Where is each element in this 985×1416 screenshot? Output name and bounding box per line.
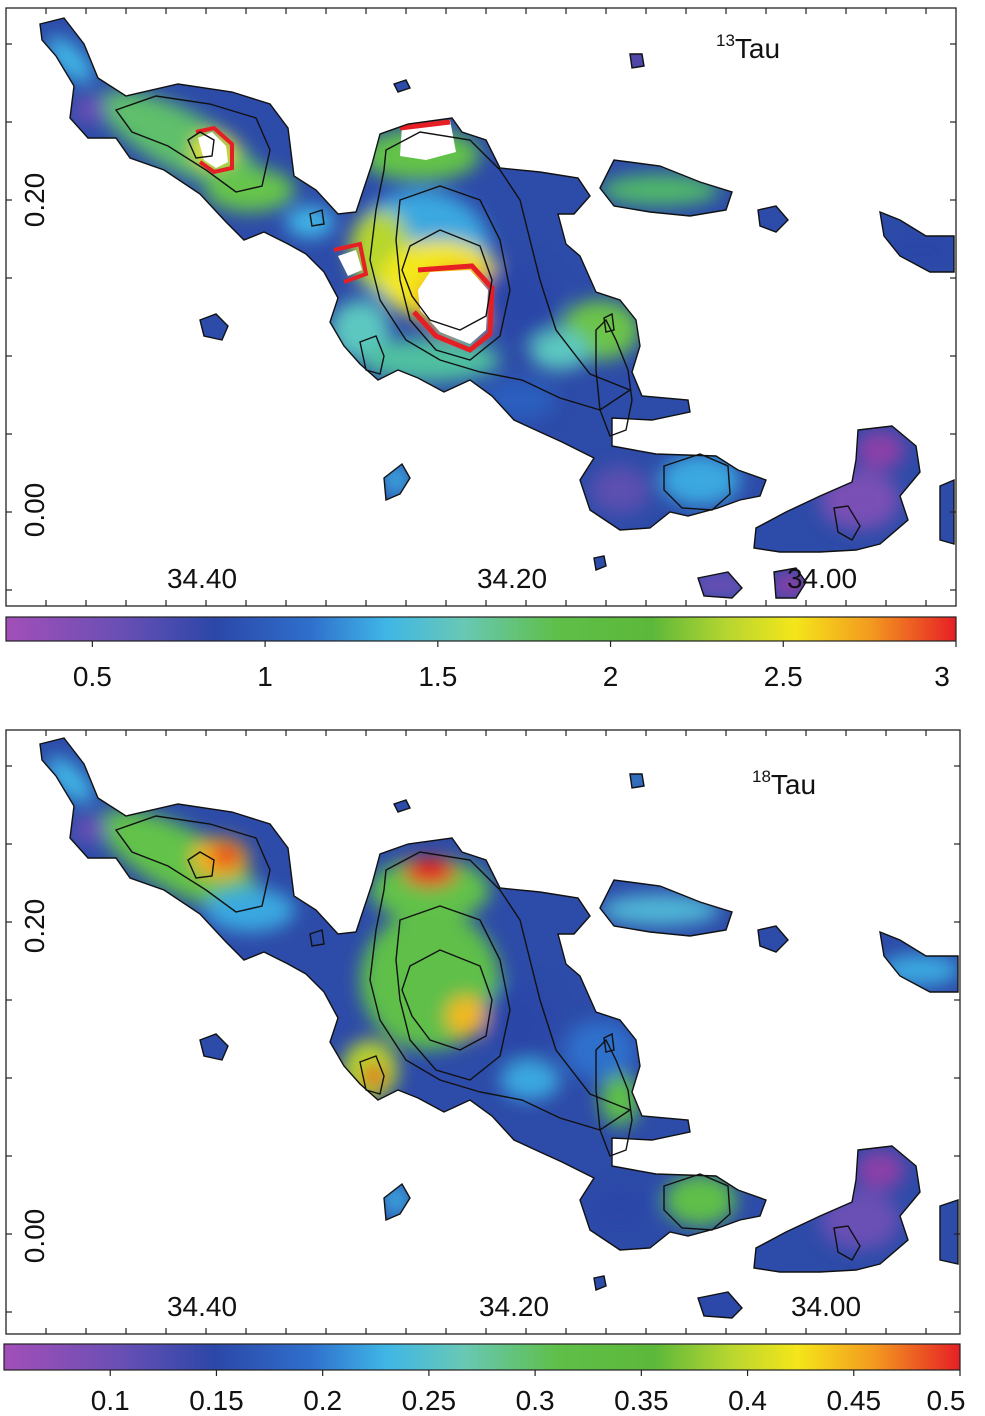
colorbar-tick-label: 0.5	[73, 661, 112, 692]
contours-18tau	[39, 737, 959, 1319]
x-tick-label: 34.20	[479, 1291, 549, 1322]
colorbar-tick-label: 1.5	[418, 661, 457, 692]
plot-frame-18tau	[5, 729, 961, 1335]
heatmap-13tau	[39, 17, 955, 599]
colorbar-tick-label: 0.1	[91, 1385, 130, 1416]
x-tick-label: 34.00	[791, 1291, 861, 1322]
plot-frame-13tau	[5, 7, 957, 607]
colorbar-tick-label: 0.25	[402, 1385, 457, 1416]
chart-13tau: 13Tau 34.40 34.20 34.00 0.20 0.00 0.5 1 1.…	[5, 7, 957, 692]
x-tick-label: 34.00	[787, 563, 857, 594]
colorbar-tick-label: 0.2	[303, 1385, 342, 1416]
y-tick-label: 0.00	[19, 483, 50, 538]
y-tick-label: 0.20	[19, 899, 50, 954]
panel-label-13tau: 13Tau	[716, 31, 780, 64]
axis-ticks-13tau	[6, 8, 956, 606]
colorbar-tick-label: 2.5	[764, 661, 803, 692]
chart-18tau: 18Tau 34.40 34.20 34.00 0.20 0.00 0.1 0.1…	[3, 729, 966, 1416]
y-tick-label: 0.20	[19, 173, 50, 228]
colorbar-ticks-18tau: 0.1 0.15 0.2 0.25 0.3 0.35 0.4 0.45 0.5	[91, 1370, 966, 1416]
colorbar-ticks-13tau: 0.5 1 1.5 2 2.5 3	[73, 641, 957, 692]
x-tick-label: 34.20	[477, 563, 547, 594]
colorbar-tick-label: 0.45	[827, 1385, 882, 1416]
panel-13tau: 13Tau 34.40 34.20 34.00 0.20 0.00 0.5 1 1.…	[0, 0, 985, 700]
colorbar-tick-label: 2	[603, 661, 619, 692]
contours-13tau	[39, 17, 955, 599]
colorbar-tick-label: 0.4	[728, 1385, 767, 1416]
panel-18tau: 18Tau 34.40 34.20 34.00 0.20 0.00 0.1 0.1…	[0, 720, 985, 1416]
colorbar-tick-label: 0.35	[614, 1385, 669, 1416]
axis-ticks-18tau	[6, 730, 960, 1334]
colorbar-13tau	[5, 616, 957, 642]
panel-label-18tau: 18Tau	[752, 767, 816, 800]
colorbar-tick-label: 0.3	[516, 1385, 555, 1416]
colorbar-tick-label: 0.15	[189, 1385, 244, 1416]
colorbar-tick-label: 1	[257, 661, 273, 692]
y-tick-label: 0.00	[19, 1209, 50, 1264]
colorbar-tick-label: 0.5	[927, 1385, 966, 1416]
colorbar-tick-label: 3	[934, 661, 950, 692]
x-tick-label: 34.40	[167, 1291, 237, 1322]
colorbar-18tau	[3, 1343, 961, 1371]
x-tick-label: 34.40	[167, 563, 237, 594]
